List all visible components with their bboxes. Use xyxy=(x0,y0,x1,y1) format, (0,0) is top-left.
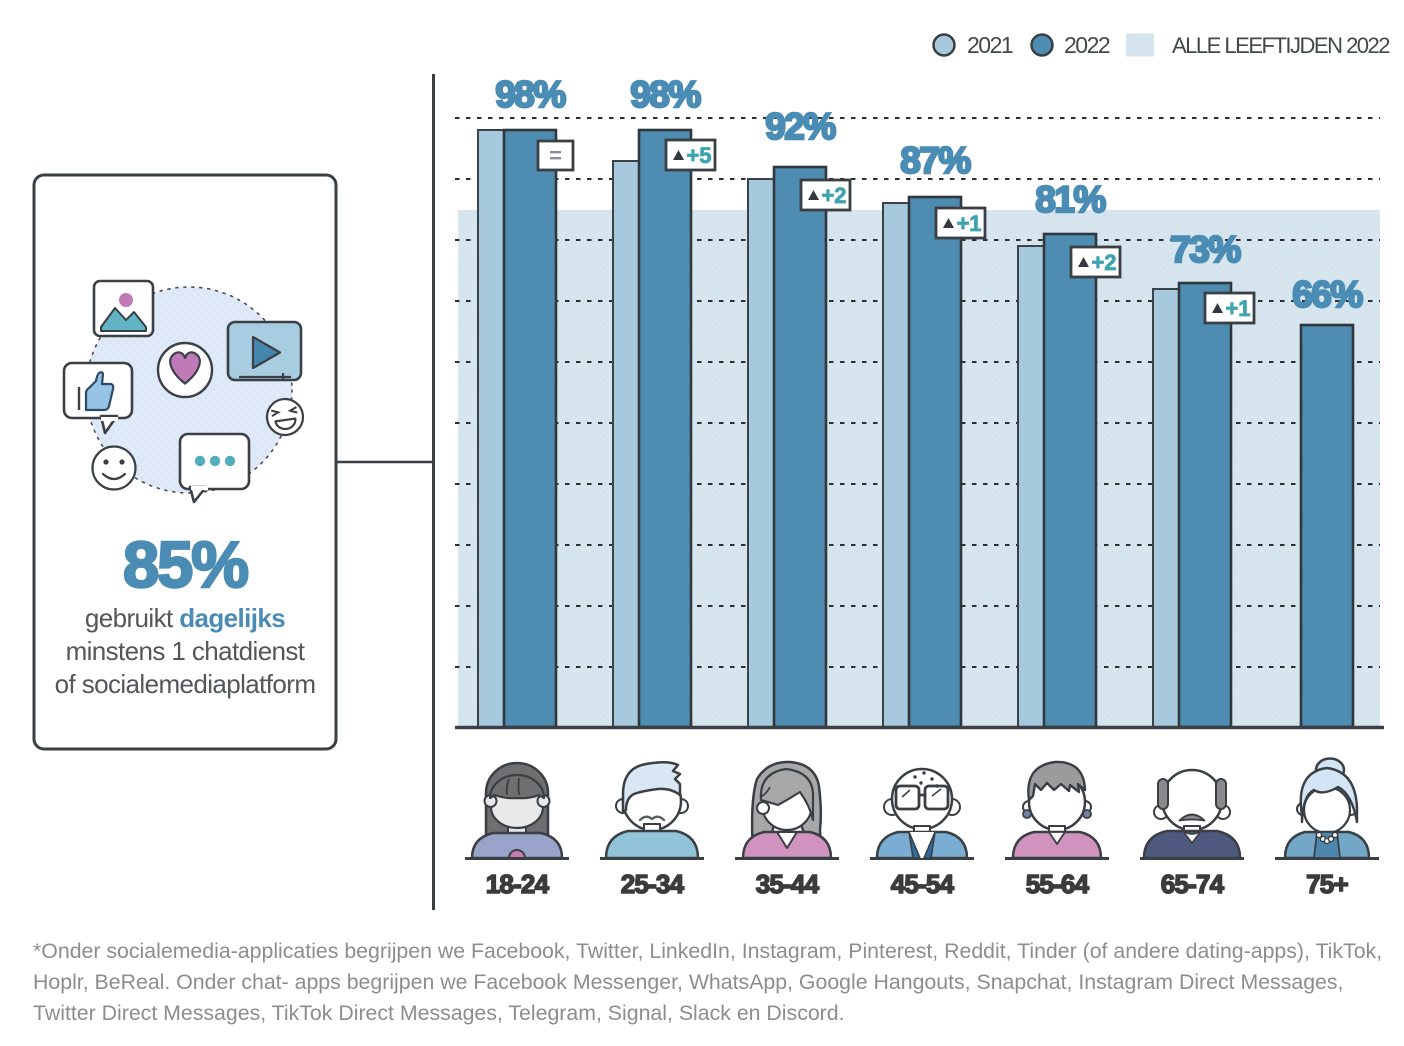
svg-text:35-44: 35-44 xyxy=(756,869,820,899)
svg-text:73%: 73% xyxy=(1170,229,1240,270)
svg-text:ALLE LEEFTIJDEN 2022: ALLE LEEFTIJDEN 2022 xyxy=(1172,33,1390,58)
svg-text:=: = xyxy=(549,143,562,168)
svg-text:98%: 98% xyxy=(495,74,565,115)
svg-text:+1: +1 xyxy=(1225,296,1250,321)
svg-text:45-54: 45-54 xyxy=(891,869,955,899)
svg-text:2021: 2021 xyxy=(967,32,1013,58)
svg-text:gebruikt dagelijks: gebruikt dagelijks xyxy=(85,603,285,633)
svg-text:+2: +2 xyxy=(1091,250,1116,275)
svg-text:81%: 81% xyxy=(1035,179,1105,220)
svg-text:87%: 87% xyxy=(900,140,970,181)
svg-text:*Onder socialemedia-applicatie: *Onder socialemedia-applicaties begrijpe… xyxy=(33,939,1382,963)
svg-text:85%: 85% xyxy=(123,528,248,601)
svg-text:+1: +1 xyxy=(956,211,981,236)
svg-text:+2: +2 xyxy=(821,183,846,208)
svg-text:92%: 92% xyxy=(765,106,835,147)
svg-text:98%: 98% xyxy=(630,74,700,115)
svg-text:minstens 1 chatdienst: minstens 1 chatdienst xyxy=(66,636,306,666)
svg-text:Twitter Direct Messages, TikTo: Twitter Direct Messages, TikTok Direct M… xyxy=(33,1001,845,1025)
svg-text:25-34: 25-34 xyxy=(621,869,685,899)
svg-text:75+: 75+ xyxy=(1306,869,1348,899)
svg-text:+5: +5 xyxy=(686,143,711,168)
svg-text:66%: 66% xyxy=(1292,274,1362,315)
svg-text:Hoplr, BeReal. Onder chat- app: Hoplr, BeReal. Onder chat- apps begrijpe… xyxy=(33,970,1343,994)
svg-text:18-24: 18-24 xyxy=(486,869,550,899)
svg-text:55-64: 55-64 xyxy=(1026,869,1090,899)
svg-text:of socialemediaplatform: of socialemediaplatform xyxy=(55,669,316,699)
svg-text:65-74: 65-74 xyxy=(1161,869,1225,899)
svg-text:2022: 2022 xyxy=(1064,32,1110,58)
